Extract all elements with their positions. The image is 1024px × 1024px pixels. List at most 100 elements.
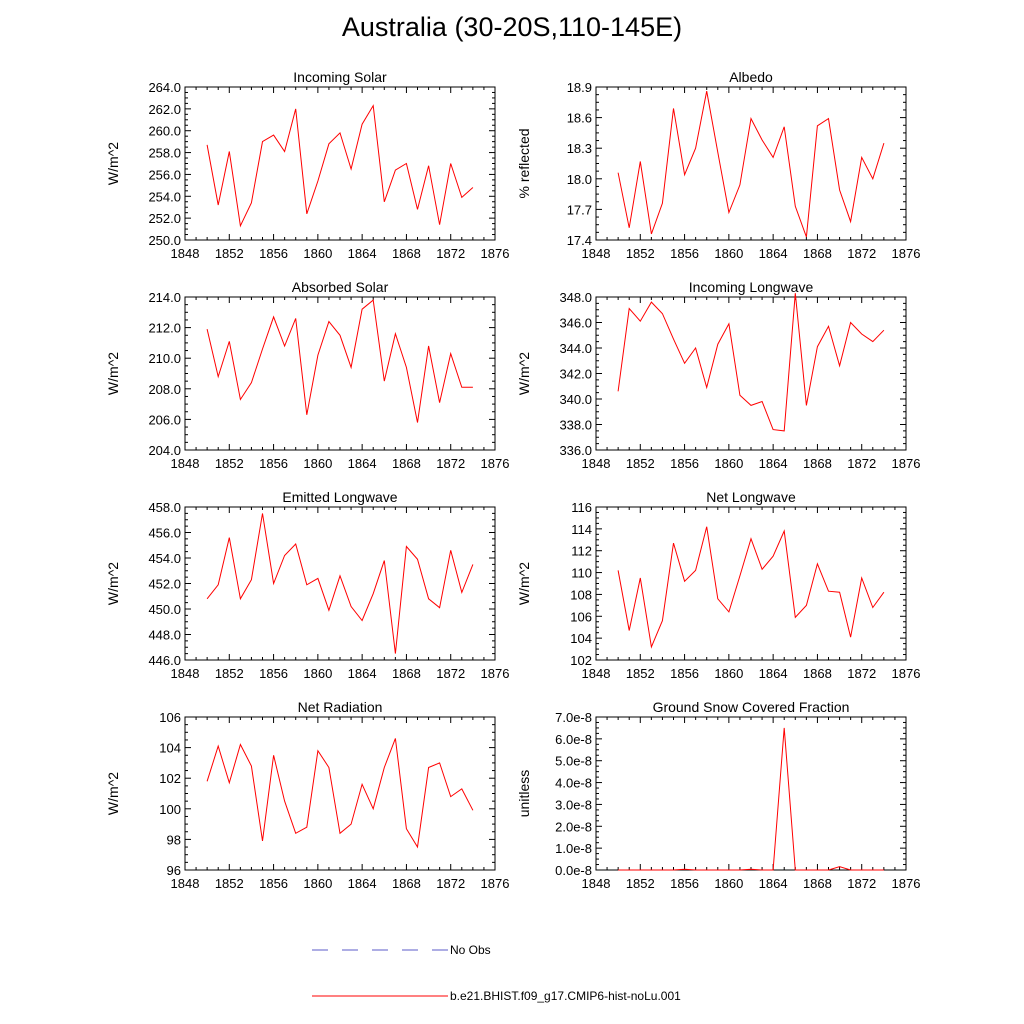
panel-7-ytick-label: 106: [159, 710, 181, 725]
panel-8-ylabel: unitless: [516, 770, 532, 817]
panel-7-xtick-label: 1872: [436, 876, 465, 891]
panel-2-xtick-label: 1864: [759, 246, 788, 261]
panel-6-ytick-label: 106: [570, 609, 592, 624]
panel-7-xtick-label: 1848: [171, 876, 200, 891]
panel-1-xtick-label: 1876: [481, 246, 510, 261]
panel-1-ytick-label: 250.0: [148, 233, 181, 248]
panel-4-xtick-label: 1852: [626, 456, 655, 471]
panel-5-xtick-label: 1852: [215, 666, 244, 681]
legend-obs-swatch: [312, 949, 448, 951]
panel-4: Incoming Longwave W/m^2 1848 1852 1856 1860 18…: [516, 279, 920, 471]
legend-model-swatch: [312, 995, 448, 997]
panel-3-series-line: [206, 299, 473, 423]
panel-8-ytick-label: 4.0e-8: [555, 776, 592, 791]
panel-4-xtick-label: 1848: [582, 456, 611, 471]
panel-4-ytick-label: 336.0: [559, 443, 592, 458]
panel-7-xtick-label: 1876: [481, 876, 510, 891]
panel-8-xtick-label: 1848: [582, 876, 611, 891]
panel-6: Net Longwave W/m^2 1848 1852 1856 1860 1864 186…: [516, 489, 920, 681]
panel-5-series-line: [206, 513, 474, 654]
panel-2-ytick-label: 17.7: [567, 202, 592, 217]
panel-5-xtick-label: 1848: [171, 666, 200, 681]
panel-1-ytick-label: 262.0: [148, 102, 181, 117]
panel-8-ytick-label: 3.0e-8: [555, 797, 592, 812]
panel-2-xtick-label: 1852: [626, 246, 655, 261]
panel-2-ylabel: % reflected: [516, 128, 532, 198]
panel-6-ylabel: W/m^2: [516, 562, 532, 605]
panel-3-title: Absorbed Solar: [292, 279, 389, 295]
panel-6-ytick-label: 104: [570, 631, 592, 646]
panel-3-xtick-label: 1872: [436, 456, 465, 471]
legend-model: b.e21.BHIST.f09_g17.CMIP6-hist-noLu.001: [312, 988, 681, 1004]
panel-7-xtick-label: 1868: [392, 876, 421, 891]
panel-8-ytick-label: 1.0e-8: [555, 841, 592, 856]
panel-2-xtick-label: 1868: [803, 246, 832, 261]
panel-4-xtick-label: 1868: [803, 456, 832, 471]
panel-6-xtick-label: 1852: [626, 666, 655, 681]
panel-2-ytick-label: 18.6: [567, 111, 592, 126]
legend-obs-label: No Obs: [450, 943, 491, 957]
panel-8-frame: [595, 716, 907, 871]
panel-6-xtick-label: 1868: [803, 666, 832, 681]
panel-3-ytick-label: 208.0: [148, 382, 181, 397]
panel-2-series-line: [617, 91, 885, 238]
panel-5-ytick-label: 454.0: [148, 551, 181, 566]
panel-7-ytick-label: 100: [159, 802, 181, 817]
panel-5-xtick-label: 1856: [259, 666, 288, 681]
panel-4-xtick-label: 1860: [714, 456, 743, 471]
panel-7-title: Net Radiation: [298, 699, 383, 715]
panel-1-xtick-label: 1848: [171, 246, 200, 261]
legend-model-label: b.e21.BHIST.f09_g17.CMIP6-hist-noLu.001: [450, 989, 681, 1003]
panel-3-ytick-label: 212.0: [148, 321, 181, 336]
panel-7-ytick-label: 98: [167, 832, 181, 847]
panel-4-ytick-label: 342.0: [559, 367, 592, 382]
panel-6-xtick-label: 1860: [714, 666, 743, 681]
panel-8-xtick-label: 1872: [847, 876, 876, 891]
panel-8-ytick-label: 7.0e-8: [555, 710, 592, 725]
panel-8-ytick-label: 5.0e-8: [555, 754, 592, 769]
panel-3-ytick-label: 206.0: [148, 412, 181, 427]
panel-7-xtick-label: 1864: [348, 876, 377, 891]
panel-5-frame: [184, 506, 496, 661]
panel-5-xtick-label: 1860: [303, 666, 332, 681]
panel-1: Incoming Solar W/m^2 1848 1852 1856 1860 1864 1…: [105, 69, 509, 261]
panel-4-frame: [595, 296, 907, 451]
panel-6-title: Net Longwave: [706, 489, 796, 505]
panel-2-xtick-label: 1876: [892, 246, 921, 261]
panel-6-xtick-label: 1848: [582, 666, 611, 681]
panel-4-ytick-label: 344.0: [559, 341, 592, 356]
panel-6-xtick-label: 1864: [759, 666, 788, 681]
panel-4-ylabel: W/m^2: [516, 352, 532, 395]
panel-2-xtick-label: 1872: [847, 246, 876, 261]
panel-1-title: Incoming Solar: [293, 69, 387, 85]
panel-5-ytick-label: 458.0: [148, 500, 181, 515]
panel-3-xtick-label: 1864: [348, 456, 377, 471]
panel-6-xtick-label: 1876: [892, 666, 921, 681]
panel-1-xtick-label: 1856: [259, 246, 288, 261]
panel-2-ytick-label: 18.0: [567, 172, 592, 187]
panel-1-ytick-label: 254.0: [148, 189, 181, 204]
panel-7-series-line: [206, 738, 474, 849]
panel-7-ytick-label: 102: [159, 771, 181, 786]
panel-3-ylabel: W/m^2: [105, 352, 121, 395]
panel-1-xtick-label: 1852: [215, 246, 244, 261]
panel-3-xtick-label: 1856: [259, 456, 288, 471]
panel-8-ytick-label: 0.0e-8: [555, 863, 592, 878]
panel-2: Albedo % reflected 1848 1852 1856 1860 1864 186…: [516, 69, 920, 261]
panel-2-ytick-label: 18.3: [567, 141, 592, 156]
panel-8: Ground Snow Covered Fraction unitless 1848…: [516, 699, 920, 891]
panel-7-xtick-label: 1852: [215, 876, 244, 891]
panel-3-frame: [184, 296, 496, 451]
panel-6-ytick-label: 112: [571, 544, 592, 559]
panel-4-xtick-label: 1876: [892, 456, 921, 471]
panel-2-xtick-label: 1856: [670, 246, 699, 261]
panel-6-xtick-label: 1872: [847, 666, 876, 681]
panel-4-xtick-label: 1856: [670, 456, 699, 471]
panel-5-title: Emitted Longwave: [282, 489, 397, 505]
panel-8-series-line: [618, 727, 884, 871]
panel-3-xtick-label: 1852: [215, 456, 244, 471]
panel-5-xtick-label: 1864: [348, 666, 377, 681]
panel-3-xtick-label: 1860: [303, 456, 332, 471]
panel-4-ytick-label: 346.0: [559, 316, 592, 331]
panel-2-title: Albedo: [729, 69, 773, 85]
